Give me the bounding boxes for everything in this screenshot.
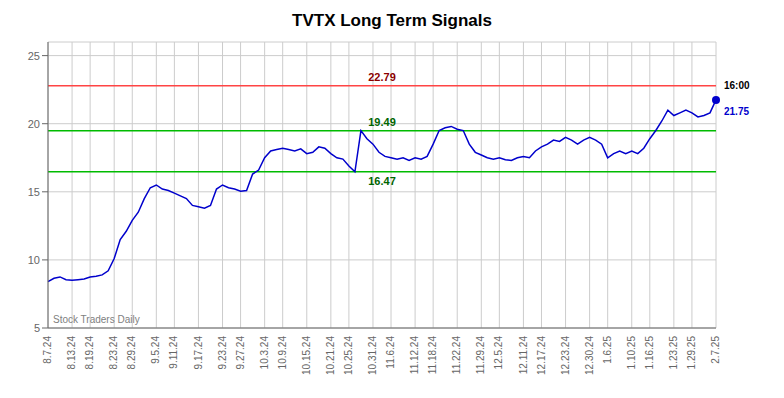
svg-text:8.7.24: 8.7.24: [42, 336, 53, 364]
svg-text:9.23.24: 9.23.24: [217, 336, 228, 370]
svg-text:11.6.24: 11.6.24: [385, 336, 396, 369]
svg-text:8.13.24: 8.13.24: [66, 336, 77, 370]
svg-text:10.3.24: 10.3.24: [259, 336, 270, 370]
svg-text:11.22.24: 11.22.24: [451, 336, 462, 375]
svg-text:11.18.24: 11.18.24: [427, 336, 438, 375]
svg-text:11.12.24: 11.12.24: [409, 336, 420, 375]
html-text:TVTX Long Term Signals: TVTX Long Term Signals: [292, 11, 492, 30]
svg-text:21.75: 21.75: [724, 106, 749, 117]
svg-text:1.16.25: 1.16.25: [644, 336, 655, 370]
svg-text:10.31.24: 10.31.24: [367, 336, 378, 375]
svg-text:5: 5: [34, 322, 40, 334]
svg-text:9.5.24: 9.5.24: [150, 336, 161, 364]
svg-text:1.6.25: 1.6.25: [602, 336, 613, 364]
svg-text:2.7.25: 2.7.25: [710, 336, 721, 364]
svg-text:22.79: 22.79: [368, 71, 396, 83]
svg-text:Stock Traders Daily: Stock Traders Daily: [53, 314, 140, 325]
svg-text:9.27.24: 9.27.24: [235, 336, 246, 370]
svg-text:10.9.24: 10.9.24: [277, 336, 288, 370]
svg-text:12.5.24: 12.5.24: [493, 336, 504, 370]
svg-text:12.11.24: 12.11.24: [518, 336, 529, 375]
svg-text:1.10.25: 1.10.25: [626, 336, 637, 370]
svg-text:8.29.24: 8.29.24: [126, 336, 137, 370]
svg-text:9.11.24: 9.11.24: [168, 336, 179, 369]
svg-text:20: 20: [28, 118, 40, 130]
svg-text:8.19.24: 8.19.24: [84, 336, 95, 370]
svg-text:1.23.25: 1.23.25: [668, 336, 679, 370]
svg-text:15: 15: [28, 186, 40, 198]
svg-text:19.49: 19.49: [368, 116, 396, 128]
svg-text:10.25.24: 10.25.24: [343, 336, 354, 375]
svg-text:10.21.24: 10.21.24: [325, 336, 336, 375]
svg-text:1.29.25: 1.29.25: [686, 336, 697, 370]
svg-text:25: 25: [28, 50, 40, 62]
svg-text:12.30.24: 12.30.24: [584, 336, 595, 375]
svg-text:11.29.24: 11.29.24: [475, 336, 486, 375]
svg-text:16.47: 16.47: [368, 175, 396, 187]
svg-text:16:00: 16:00: [724, 80, 750, 91]
svg-text:8.23.24: 8.23.24: [108, 336, 119, 370]
svg-text:12.23.24: 12.23.24: [560, 336, 571, 375]
svg-text:10.15.24: 10.15.24: [301, 336, 312, 375]
svg-text:12.17.24: 12.17.24: [536, 336, 547, 375]
svg-text:10: 10: [28, 254, 40, 266]
svg-text:9.17.24: 9.17.24: [193, 336, 204, 370]
